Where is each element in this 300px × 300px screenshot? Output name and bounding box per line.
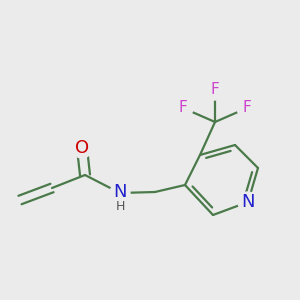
Circle shape xyxy=(72,138,92,158)
Circle shape xyxy=(237,98,257,118)
Circle shape xyxy=(205,80,225,100)
Text: N: N xyxy=(113,183,127,201)
Text: N: N xyxy=(241,193,255,211)
Text: F: F xyxy=(211,82,219,98)
Text: O: O xyxy=(75,139,89,157)
Circle shape xyxy=(110,183,130,203)
Text: H: H xyxy=(115,200,125,212)
Circle shape xyxy=(238,192,258,212)
Text: F: F xyxy=(178,100,188,116)
Text: F: F xyxy=(243,100,251,116)
Circle shape xyxy=(173,98,193,118)
